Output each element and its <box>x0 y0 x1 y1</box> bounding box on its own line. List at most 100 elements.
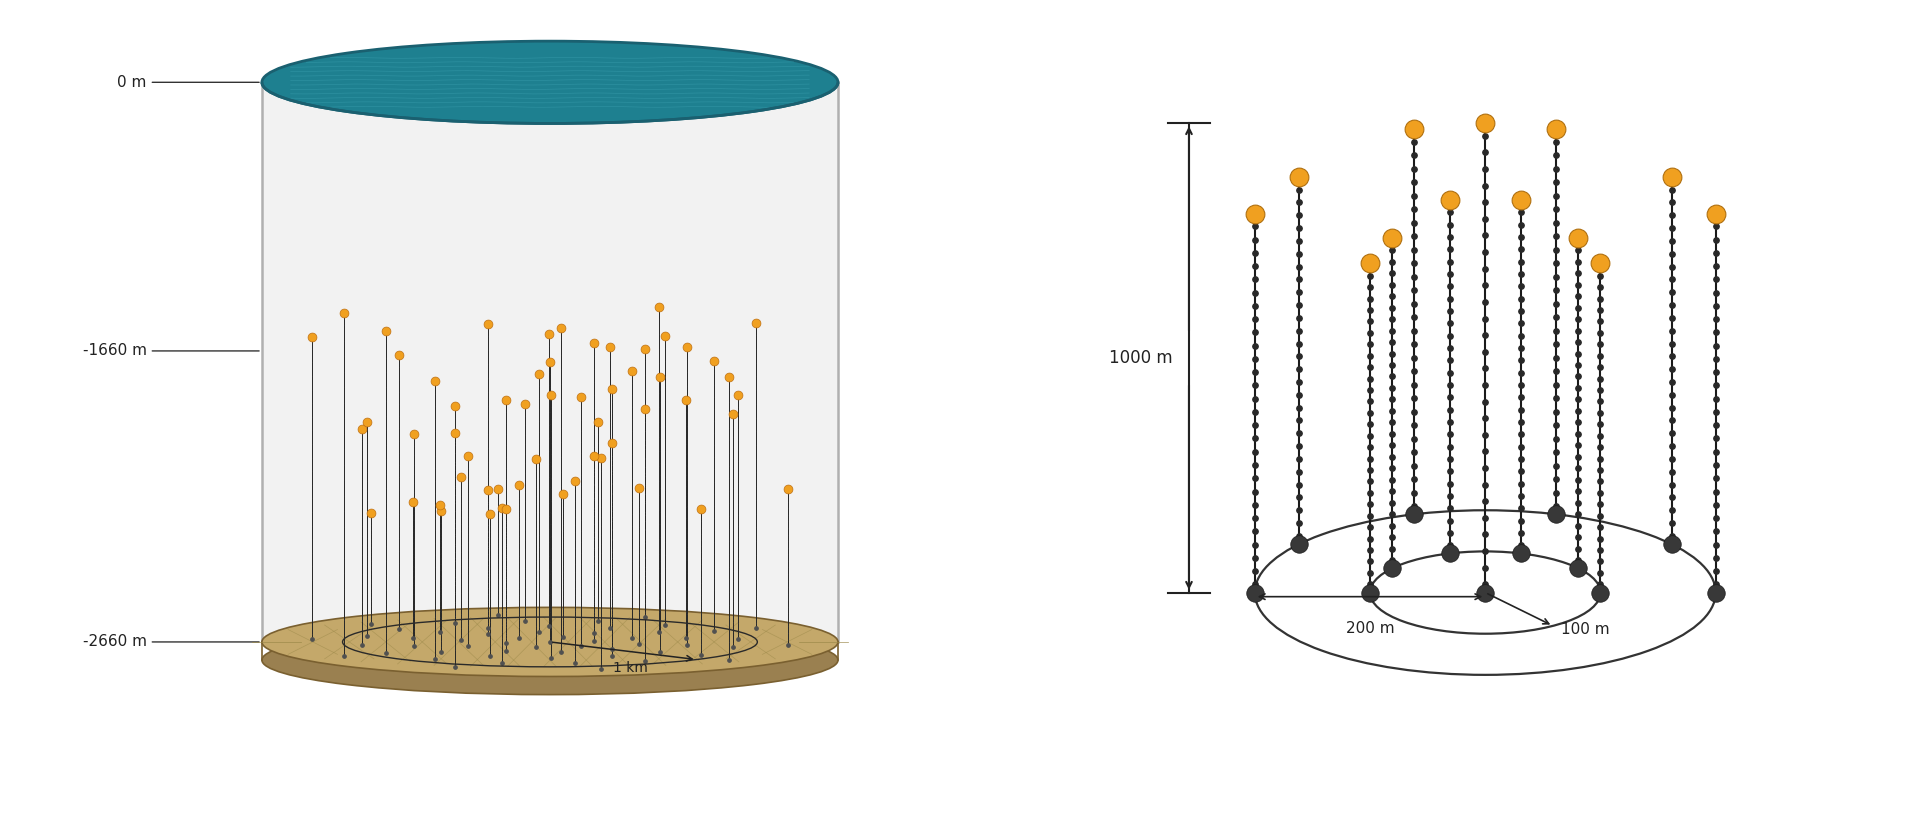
Point <box>564 402 595 416</box>
Point <box>672 352 703 365</box>
Point <box>595 644 626 658</box>
Point <box>722 498 753 511</box>
Point <box>490 604 520 617</box>
Point <box>351 503 382 516</box>
Point <box>595 478 626 491</box>
Point <box>524 483 555 496</box>
Point <box>474 519 505 532</box>
Point <box>586 473 616 486</box>
Point <box>534 536 564 549</box>
Point <box>445 524 476 537</box>
Point <box>472 581 503 594</box>
Point <box>561 644 591 657</box>
Point <box>509 542 540 556</box>
Point <box>624 619 655 632</box>
Point <box>564 623 595 636</box>
Point <box>649 523 680 536</box>
Point <box>699 596 730 609</box>
Point <box>348 491 378 504</box>
Point <box>328 365 359 379</box>
Point <box>445 573 476 586</box>
Point <box>772 495 803 509</box>
Point <box>445 580 476 593</box>
Point <box>578 518 609 531</box>
Point <box>520 546 551 559</box>
Point <box>670 616 701 630</box>
Point <box>595 504 626 518</box>
Point <box>545 333 576 346</box>
Point <box>545 407 576 420</box>
Point <box>384 556 415 570</box>
Point <box>547 589 578 602</box>
Point <box>670 479 701 492</box>
Point <box>595 486 626 500</box>
Point <box>616 626 647 639</box>
Point <box>630 495 660 508</box>
Point <box>685 619 716 632</box>
Point <box>524 609 555 622</box>
Point <box>624 553 655 566</box>
Point <box>586 482 616 495</box>
Point <box>520 554 551 567</box>
Point <box>440 611 470 625</box>
Point <box>672 393 703 406</box>
Point <box>630 424 660 437</box>
Point <box>561 612 591 625</box>
Point <box>474 556 505 569</box>
Point <box>424 527 455 540</box>
Point <box>445 496 476 509</box>
Point <box>584 523 614 537</box>
Point <box>586 611 616 624</box>
Point <box>298 397 328 410</box>
Point <box>524 495 555 508</box>
Point <box>397 565 428 578</box>
Point <box>490 532 520 545</box>
Point <box>630 397 660 410</box>
Point <box>578 583 609 596</box>
Point <box>534 556 564 569</box>
Point <box>503 614 534 627</box>
Point <box>397 604 428 617</box>
Point <box>440 579 470 592</box>
Point <box>578 621 609 635</box>
Point <box>722 422 753 435</box>
Point <box>453 626 484 639</box>
Point <box>371 554 401 567</box>
Point <box>712 560 743 573</box>
Point <box>597 511 628 524</box>
Point <box>672 580 703 593</box>
Point <box>645 469 676 482</box>
Point <box>672 514 703 527</box>
Point <box>685 558 716 571</box>
Point <box>670 627 701 640</box>
Point <box>718 451 749 464</box>
Point <box>624 507 655 520</box>
Point <box>772 600 803 613</box>
Point <box>424 594 455 607</box>
Point <box>772 515 803 528</box>
Point <box>645 567 676 580</box>
Point <box>490 565 520 578</box>
Point <box>597 523 628 536</box>
Point <box>595 523 626 537</box>
Point <box>426 570 457 583</box>
Point <box>472 399 503 412</box>
Point <box>584 488 614 501</box>
Point <box>509 523 540 537</box>
Point <box>630 411 660 424</box>
Point <box>440 447 470 460</box>
Point <box>718 584 749 597</box>
Point <box>399 634 430 647</box>
Point <box>348 444 378 457</box>
Point <box>472 553 503 566</box>
Point <box>492 439 522 452</box>
Point <box>578 526 609 539</box>
Point <box>630 635 660 649</box>
Point <box>597 453 628 466</box>
Point <box>420 523 451 537</box>
Point <box>453 569 484 582</box>
Point <box>595 616 626 630</box>
Point <box>520 570 551 584</box>
Point <box>718 625 749 639</box>
Point <box>545 553 576 566</box>
